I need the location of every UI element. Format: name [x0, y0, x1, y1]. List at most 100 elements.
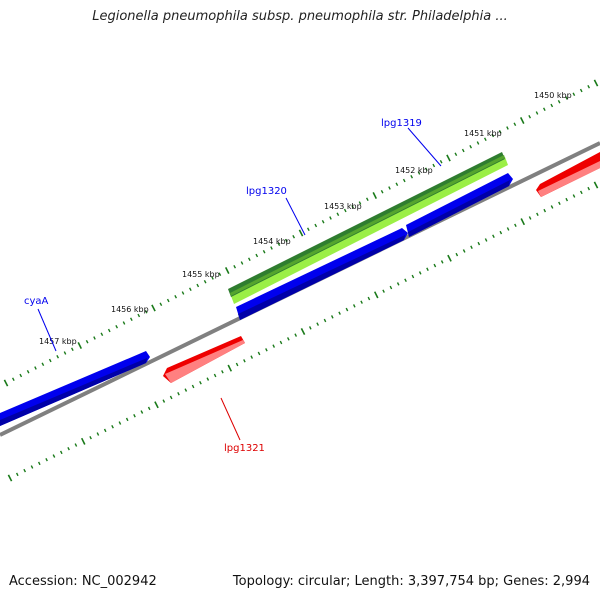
- tick-mark: [125, 417, 129, 422]
- tick-mark: [336, 212, 340, 217]
- tick-mark: [277, 242, 281, 247]
- tick-mark: [48, 358, 52, 363]
- tick-mark: [418, 271, 422, 275]
- tick-mark: [424, 167, 428, 172]
- tick-mark: [314, 223, 318, 228]
- gene-label-lpg1320[interactable]: lpg1320: [246, 186, 287, 197]
- tick-mark: [129, 317, 133, 322]
- tick-mark: [240, 261, 244, 265]
- tick-mark: [169, 395, 173, 400]
- tick-mark: [455, 252, 459, 257]
- feature-track-green: [228, 152, 508, 304]
- tick-mark: [454, 152, 458, 157]
- tick-mark: [382, 289, 385, 293]
- tick-mark: [34, 366, 37, 370]
- tick-mark: [491, 133, 495, 138]
- tick-mark: [111, 424, 114, 429]
- tick-mark: [247, 257, 251, 262]
- tick-mark: [23, 468, 27, 473]
- tick-mark: [484, 238, 488, 242]
- tick-label: 1454 kbp: [253, 237, 291, 246]
- tick-mark: [70, 347, 74, 352]
- gene-label-lpg1319[interactable]: lpg1319: [381, 118, 422, 129]
- tick-mark: [528, 114, 532, 119]
- tick-mark: [286, 337, 290, 341]
- tick-mark: [107, 328, 111, 333]
- tick-mark: [351, 204, 355, 209]
- tick-label: 1450 kbp: [534, 91, 572, 100]
- tick-mark: [470, 245, 473, 250]
- tick-mark: [174, 294, 178, 299]
- tick-mark: [593, 181, 599, 189]
- tick-mark: [151, 304, 156, 312]
- tick-mark: [279, 340, 283, 345]
- tick-mark: [476, 141, 480, 145]
- gene-lpg1320-shade: [238, 235, 405, 320]
- gene-lpg1321-shade: [165, 340, 245, 383]
- tick-mark: [432, 163, 436, 168]
- tick-mark: [306, 227, 310, 232]
- tick-mark: [514, 223, 517, 228]
- tick-label: 1451 kbp: [464, 129, 502, 138]
- reverse-genes: [163, 152, 600, 383]
- tick-mark: [41, 362, 45, 367]
- gene-lpg1319-shade: [408, 180, 510, 237]
- tick-mark: [26, 369, 30, 374]
- tick-mark: [579, 88, 583, 93]
- tick-mark: [446, 154, 451, 162]
- tick-mark: [100, 332, 104, 337]
- tick-mark: [284, 238, 288, 243]
- tick-mark: [250, 355, 254, 359]
- topology-summary: Topology: circular; Length: 3,397,754 bp…: [232, 574, 590, 589]
- tick-mark: [262, 249, 266, 254]
- tick-mark: [439, 159, 443, 164]
- tick-mark: [3, 379, 9, 387]
- tick-mark: [513, 122, 517, 127]
- tick-mark: [360, 300, 363, 304]
- tick-mark: [380, 189, 384, 194]
- tick-mark: [565, 96, 568, 100]
- tick-mark: [56, 354, 60, 359]
- tick-mark: [199, 380, 202, 385]
- tick-mark: [118, 421, 122, 425]
- tick-mark: [184, 388, 188, 392]
- tick-mark: [558, 201, 561, 206]
- tick-mark: [338, 311, 341, 315]
- tick-mark: [19, 373, 23, 378]
- tick-mark: [67, 446, 70, 451]
- tick-mark: [235, 362, 239, 367]
- tick-mark: [352, 304, 356, 308]
- tick-mark: [77, 342, 83, 349]
- tick-mark: [140, 410, 144, 414]
- tick-mark: [483, 137, 487, 142]
- tick-mark: [402, 178, 406, 183]
- tick-mark: [477, 241, 481, 246]
- tick-labels: 1450 kbp 1451 kbp 1452 kbp 1453 kbp 1454…: [39, 91, 572, 346]
- tick-mark: [536, 212, 539, 217]
- tick-mark: [565, 197, 569, 202]
- tick-mark: [147, 406, 151, 411]
- tick-mark: [469, 144, 473, 149]
- tick-mark: [323, 318, 327, 323]
- tick-mark: [233, 264, 237, 269]
- gene-label-lpg1321[interactable]: lpg1321: [224, 443, 265, 454]
- gene-label-leaders: [37, 127, 442, 441]
- tick-mark: [213, 373, 217, 378]
- gene-right-red-shade: [538, 161, 600, 197]
- inner-tick-track: [7, 181, 599, 482]
- tick-mark: [519, 117, 525, 124]
- tick-mark: [389, 285, 393, 290]
- tick-mark: [372, 192, 378, 199]
- tick-label: 1456 kbp: [111, 305, 149, 314]
- gene-label-cyaA[interactable]: cyaA: [24, 296, 49, 307]
- tick-mark: [543, 208, 547, 213]
- tick-mark: [196, 283, 200, 288]
- gene-labels: lpg1319 lpg1320 cyaA lpg1321: [24, 118, 422, 454]
- leader-lpg1320: [285, 197, 306, 236]
- tick-mark: [7, 474, 13, 482]
- tick-mark: [255, 253, 259, 258]
- tick-mark: [417, 171, 421, 175]
- tick-mark: [330, 315, 334, 319]
- tick-mark: [211, 276, 214, 280]
- tick-mark: [45, 457, 48, 462]
